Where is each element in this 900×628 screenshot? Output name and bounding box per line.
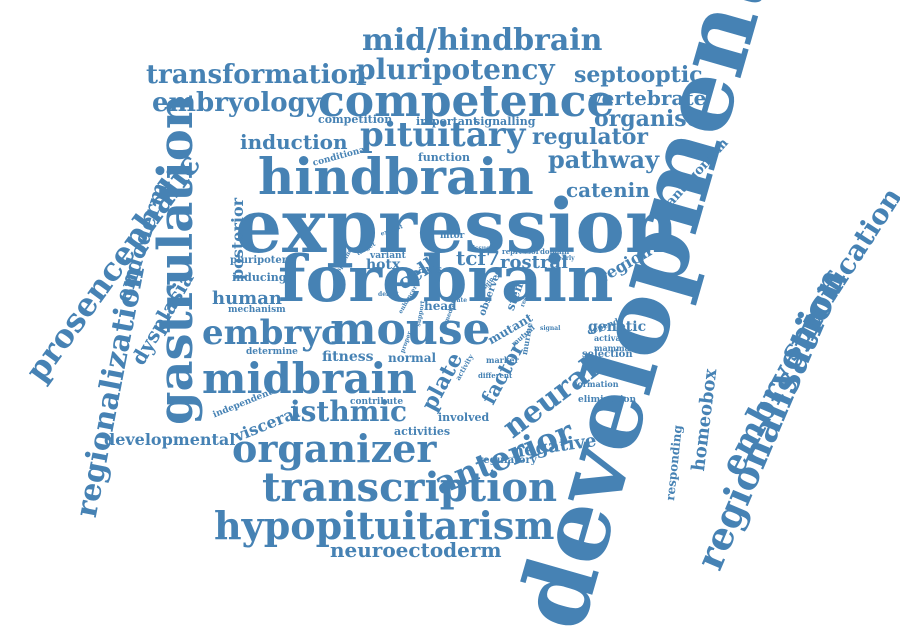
cloud-word: marker xyxy=(486,355,519,365)
cloud-word: axis xyxy=(418,263,443,276)
cloud-word: embryo xyxy=(202,313,344,353)
cloud-word: hindbrain xyxy=(258,147,534,206)
cloud-word: vertebrate xyxy=(590,86,707,110)
cloud-word: organizer xyxy=(232,426,437,471)
cloud-word: contribute xyxy=(350,397,404,407)
cloud-word: determine xyxy=(246,347,298,357)
cloud-word: domain xyxy=(540,247,570,256)
cloud-word: competition xyxy=(318,113,393,126)
cloud-word: repressor xyxy=(502,247,540,256)
cloud-word: developmental xyxy=(104,430,236,449)
cloud-word: mammal xyxy=(594,343,633,353)
cloud-word: pituitary xyxy=(360,115,526,155)
cloud-word: activation xyxy=(594,333,639,343)
cloud-word: posterior xyxy=(228,197,247,280)
cloud-word: mouse xyxy=(330,304,491,355)
cloud-word: pluripotency xyxy=(356,53,555,86)
cloud-word: expression xyxy=(235,184,679,270)
cloud-word: mechanism xyxy=(228,305,286,315)
cloud-word: embryology xyxy=(152,88,321,118)
cloud-word: inducing xyxy=(232,271,287,284)
cloud-word: transcription xyxy=(262,464,558,511)
cloud-word: function xyxy=(418,151,471,164)
cloud-word: transformation xyxy=(146,60,367,90)
cloud-word: hypopituitarism xyxy=(214,503,555,548)
cloud-word: rostral xyxy=(500,252,568,273)
cloud-word: organiser xyxy=(594,106,713,132)
cloud-word: hotx xyxy=(366,257,401,273)
cloud-word: fitness xyxy=(322,349,374,365)
cloud-word: regulatory xyxy=(478,455,537,466)
cloud-word: forebrain xyxy=(278,242,614,317)
cloud-word: formation xyxy=(574,379,619,389)
cloud-word: pathway xyxy=(548,145,660,174)
cloud-word: defect xyxy=(378,291,399,298)
cloud-word: early xyxy=(558,255,575,262)
cloud-word: midbrain xyxy=(202,354,417,403)
cloud-word: induction xyxy=(240,130,348,154)
cloud-word: normal xyxy=(388,351,437,365)
cloud-word: specification xyxy=(772,181,900,367)
cloud-word: neuroectoderm xyxy=(330,538,502,562)
cloud-word: tissue xyxy=(470,245,490,252)
cloud-word: gastrulation xyxy=(148,94,204,425)
cloud-word: responding xyxy=(663,424,685,502)
cloud-word: competence xyxy=(318,76,615,127)
cloud-word: pluripotent xyxy=(230,255,294,266)
cloud-word: important xyxy=(416,115,478,128)
cloud-word: elimination xyxy=(578,395,637,405)
cloud-word: selection xyxy=(582,349,633,360)
cloud-word: tcf7 xyxy=(456,246,500,270)
cloud-word: involved xyxy=(438,411,490,424)
cloud-word: signalling xyxy=(474,115,536,128)
cloud-word: mtor xyxy=(440,231,465,241)
cloud-word: mid/hindbrain xyxy=(362,23,603,58)
cloud-word: head xyxy=(424,299,457,313)
cloud-word: different xyxy=(478,371,513,380)
cloud-word: septooptic xyxy=(574,62,703,88)
cloud-word: signal xyxy=(540,325,561,332)
cloud-word: genetic xyxy=(588,319,647,335)
cloud-word: fate xyxy=(454,297,468,304)
cloud-word: isthmic xyxy=(290,395,408,428)
cloud-word: variant xyxy=(370,251,406,261)
cloud-word: activities xyxy=(394,425,451,438)
cloud-word: human xyxy=(212,288,282,309)
cloud-word: regulator xyxy=(532,124,649,150)
cloud-word: catenin xyxy=(566,178,650,202)
